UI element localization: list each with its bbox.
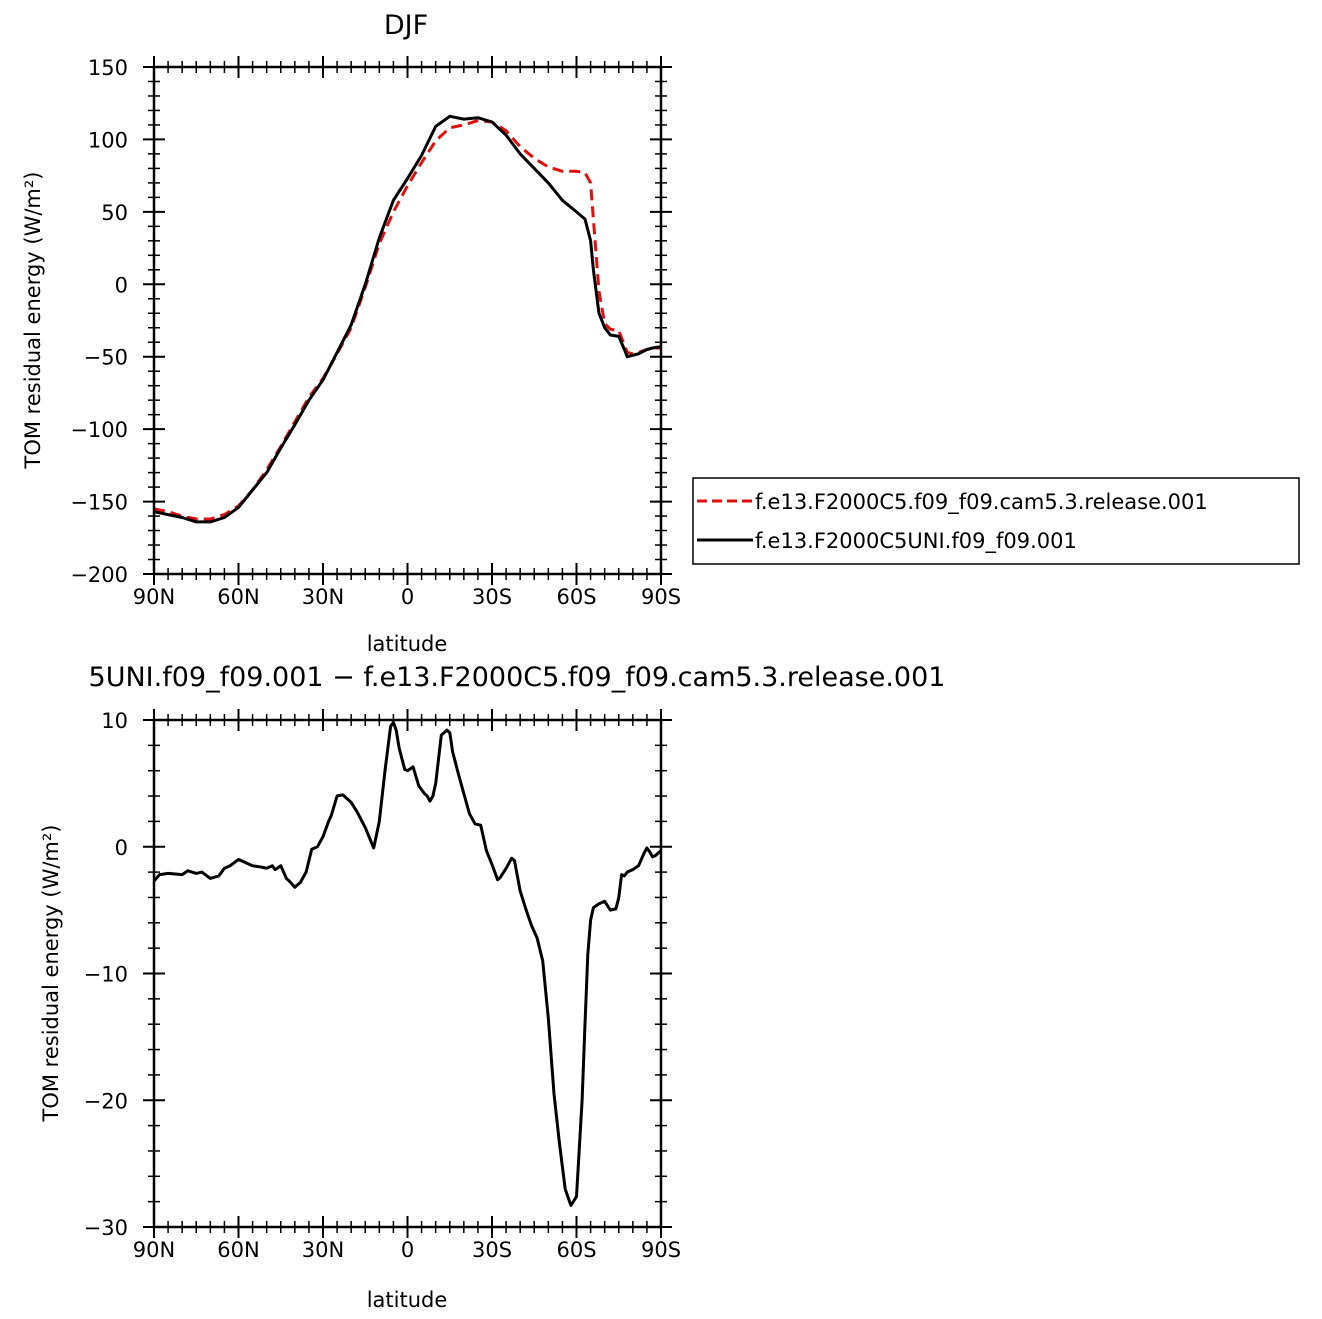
bottom-x-tick-label: 30N xyxy=(302,1238,344,1262)
bottom-x-tick-label: 90S xyxy=(641,1238,681,1262)
bottom-y-tick-label: −20 xyxy=(84,1089,128,1113)
top-y-tick-label: −150 xyxy=(70,491,128,515)
bottom-chart-title: 5UNI.f09_f09.001 − f.e13.F2000C5.f09_f09… xyxy=(89,662,946,693)
legend-label-series-2: f.e13.F2000C5UNI.f09_f09.001 xyxy=(755,529,1077,554)
top-x-tick-label: 60N xyxy=(217,585,259,609)
top-x-tick-label: 30S xyxy=(472,585,512,609)
bottom-series-line-1 xyxy=(152,721,662,1207)
top-y-tick-label: −100 xyxy=(70,418,128,442)
legend: f.e13.F2000C5.f09_f09.cam5.3.release.001… xyxy=(692,477,1300,565)
bottom-y-tick-label: 10 xyxy=(101,709,128,733)
top-x-tick-label: 90S xyxy=(641,585,681,609)
top-axis-ticks: 90N 60N 30N 0 30S 60S 90S −200 −150 −100 −50 0 50 100… xyxy=(70,56,681,609)
bottom-plot-frame xyxy=(152,718,663,1229)
top-plot-area xyxy=(153,114,662,524)
bottom-y-tick-label: 0 xyxy=(115,836,128,860)
top-y-axis-label: TOM residual energy (W/m²) xyxy=(21,172,45,470)
legend-box xyxy=(692,477,1300,565)
bottom-x-tick-label: 0 xyxy=(401,1238,414,1262)
bottom-y-tick-label: −30 xyxy=(84,1216,128,1240)
bottom-x-tick-label: 30S xyxy=(472,1238,512,1262)
bottom-x-tick-label: 60N xyxy=(217,1238,259,1262)
top-y-tick-label: 150 xyxy=(88,56,128,80)
top-x-tick-label: 30N xyxy=(302,585,344,609)
top-plot-frame xyxy=(152,65,663,576)
bottom-plot-area xyxy=(152,721,662,1207)
top-x-tick-label: 90N xyxy=(133,585,175,609)
top-y-tick-label: 100 xyxy=(88,128,128,152)
top-series-line-2 xyxy=(153,114,662,524)
top-chart-title: DJF xyxy=(384,10,428,41)
bottom-x-tick-label: 90N xyxy=(133,1238,175,1262)
bottom-x-axis-label: latitude xyxy=(367,1288,448,1312)
top-y-tick-label: −200 xyxy=(70,563,128,587)
top-y-tick-label: 0 xyxy=(115,273,128,297)
top-x-tick-label: 0 xyxy=(401,585,414,609)
bottom-y-axis-label: TOM residual energy (W/m²) xyxy=(39,825,63,1123)
top-x-axis-label: latitude xyxy=(367,632,448,656)
legend-label-series-1: f.e13.F2000C5.f09_f09.cam5.3.release.001 xyxy=(755,490,1208,515)
top-y-tick-label: 50 xyxy=(101,201,128,225)
bottom-y-tick-label: −10 xyxy=(84,963,128,987)
top-y-tick-label: −50 xyxy=(84,346,128,370)
top-x-tick-label: 60S xyxy=(556,585,596,609)
bottom-x-tick-label: 60S xyxy=(556,1238,596,1262)
